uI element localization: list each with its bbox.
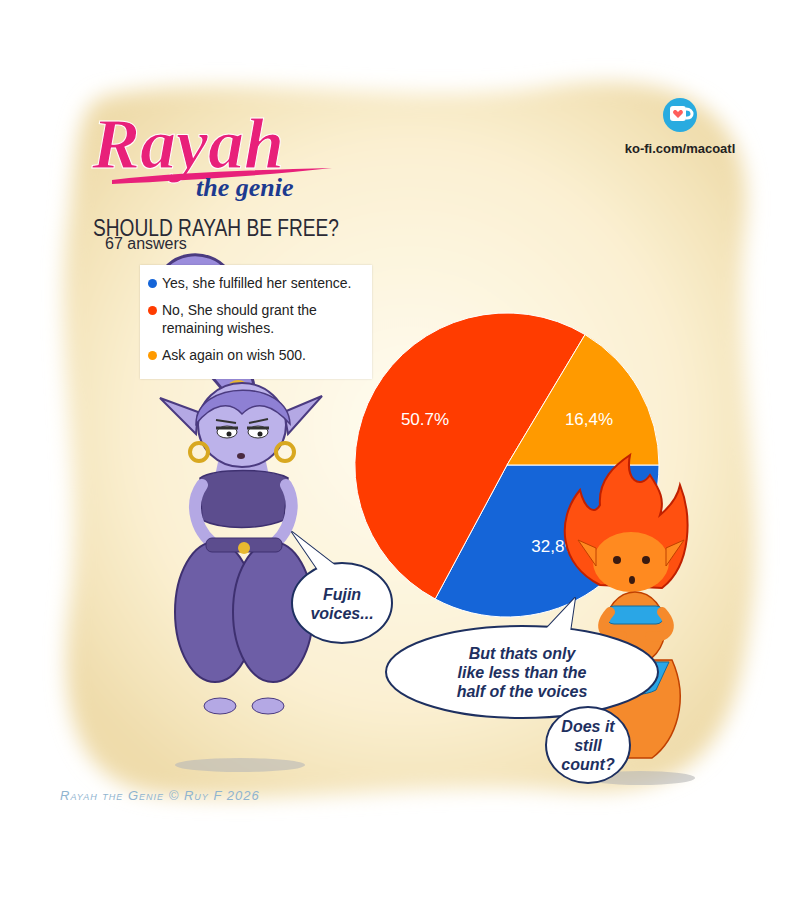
ear <box>666 540 684 566</box>
pupil <box>258 432 263 437</box>
bubble-text: voices... <box>310 605 373 622</box>
belt-gem <box>238 542 250 554</box>
kofi-link: ko-fi.com/macoatl <box>625 98 736 156</box>
kofi-cup <box>670 106 686 121</box>
kofi-handle <box>686 109 692 118</box>
bubble-tail-fill <box>545 598 575 632</box>
ear <box>160 398 198 434</box>
slice-label: 16,4% <box>565 410 613 429</box>
bubble-text: half of the voices <box>457 683 588 700</box>
legend-item: Yes, she fulfilled her sentence. <box>148 274 364 292</box>
bubble <box>546 707 630 783</box>
logo-subtitle: the genie <box>196 173 294 202</box>
bubble-tail <box>545 598 575 632</box>
bubble-text: Fujin <box>323 586 361 603</box>
kofi-text: ko-fi.com/macoatl <box>625 141 736 156</box>
ear <box>578 540 596 566</box>
speech-bubble: Fujin voices... <box>292 532 392 643</box>
top <box>200 471 288 528</box>
speech-bubble: But thats only like less than the half of … <box>386 598 658 718</box>
foot <box>252 698 284 714</box>
chart-canvas: Rayahthe genieko-fi.com/macoatlSHOULD RA… <box>0 0 800 900</box>
legend-label: Ask again on wish 500. <box>162 346 362 364</box>
ear <box>284 396 322 434</box>
mouth <box>237 453 245 459</box>
brows <box>216 419 268 423</box>
copyright: Rayah the Genie © Ruy F 2026 <box>60 788 260 803</box>
speech-bubbles: Fujin voices... But thats only like less th… <box>292 532 658 783</box>
bangs <box>196 390 290 424</box>
legend: Yes, she fulfilled her sentence. No, She … <box>140 265 372 379</box>
eye <box>613 556 621 564</box>
bubble-text: like less than the <box>458 664 587 681</box>
legend-swatch <box>148 279 157 288</box>
bubble-text: count? <box>561 756 615 773</box>
mouth <box>629 576 635 584</box>
shadow <box>175 758 305 772</box>
bubble-text: Does it <box>561 718 615 735</box>
pie-slice <box>507 335 659 465</box>
logo: Rayahthe genie <box>91 104 332 202</box>
earring <box>190 443 208 461</box>
legend-item: Ask again on wish 500. <box>148 346 364 364</box>
slice-label: 50.7% <box>401 410 449 429</box>
bubble-tail-fill <box>292 532 336 570</box>
bikini-top <box>606 606 664 624</box>
pupil <box>227 432 232 437</box>
legend-label: No, She should grant the remaining wishe… <box>162 301 362 337</box>
kofi-circle <box>663 98 697 132</box>
chart-subtitle: 67 answers <box>105 235 187 252</box>
bubble <box>386 626 658 718</box>
foot <box>204 698 236 714</box>
legend-item: No, She should grant the remaining wishe… <box>148 301 364 337</box>
kofi-heart <box>673 110 683 118</box>
legend-swatch <box>148 351 157 360</box>
page: Rayahthe genieko-fi.com/macoatlSHOULD RA… <box>0 0 800 900</box>
speech-bubble: Does it still count? <box>546 707 630 783</box>
bubble-text: But thats only <box>469 645 577 662</box>
bubble-tail-fill <box>568 712 575 713</box>
eyelids <box>216 427 269 430</box>
arm <box>603 612 622 637</box>
bubble-tail <box>292 532 336 570</box>
legend-label: Yes, she fulfilled her sentence. <box>162 274 362 292</box>
background-blob <box>64 82 756 797</box>
bubble-text: still <box>574 737 602 754</box>
eye <box>642 556 650 564</box>
arm <box>650 612 669 637</box>
earring <box>276 443 294 461</box>
legend-swatch <box>148 306 157 315</box>
face <box>593 532 669 592</box>
bubble <box>292 563 392 643</box>
